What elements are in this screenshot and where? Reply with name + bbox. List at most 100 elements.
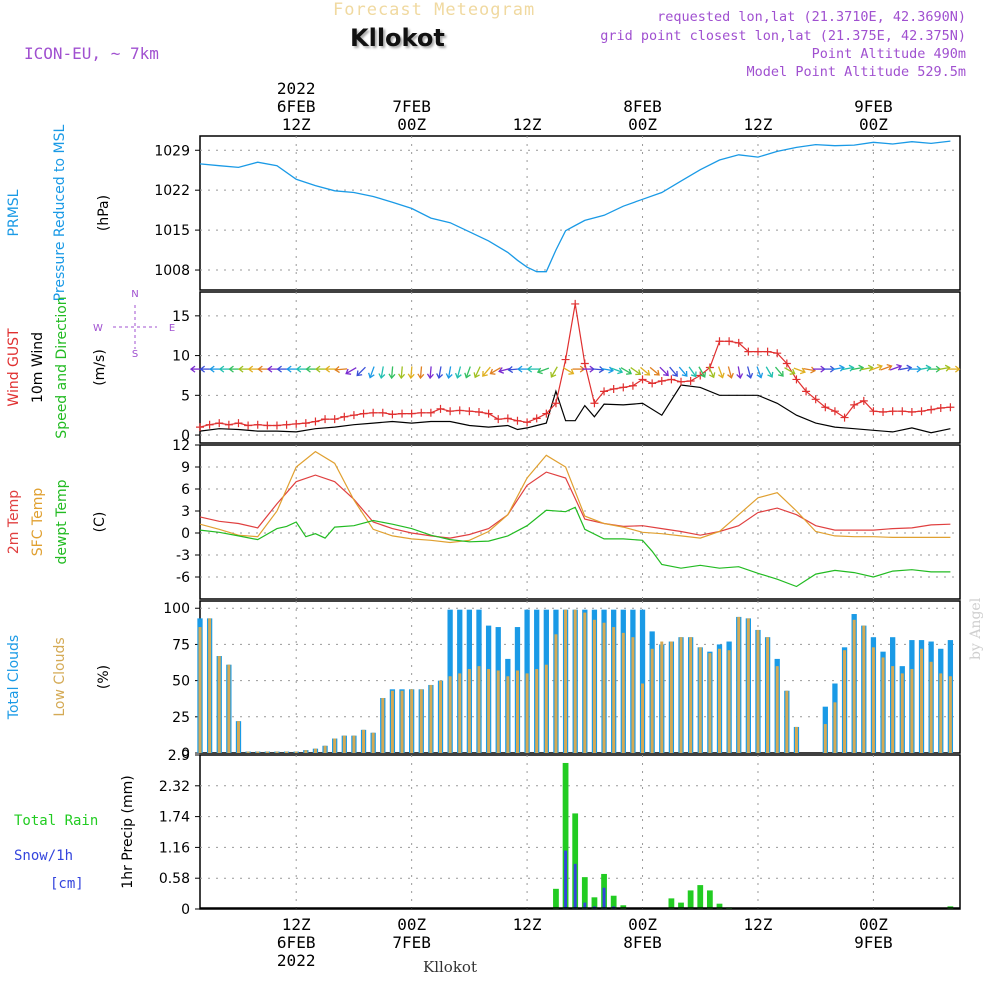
chart-title: Forecast Meteogram bbox=[333, 0, 536, 20]
precip-panel-frame bbox=[199, 754, 961, 910]
wind-arrow-head bbox=[839, 364, 845, 372]
wind-ytick-label: 10 bbox=[172, 349, 190, 365]
gust-marker bbox=[715, 337, 724, 346]
low-cloud-bar bbox=[583, 612, 587, 753]
wind-arrow bbox=[400, 366, 403, 379]
gust-marker bbox=[253, 420, 262, 429]
wind-arrow-head bbox=[238, 365, 244, 373]
gust-marker bbox=[196, 423, 204, 432]
gust-marker bbox=[542, 409, 551, 418]
low-cloud-bar bbox=[448, 676, 452, 753]
snow-bar bbox=[583, 902, 587, 909]
pressure-ytick-label: 1022 bbox=[154, 183, 190, 199]
top-time-label: 00Z bbox=[859, 115, 888, 134]
pressure-ytick-label: 1029 bbox=[154, 143, 190, 159]
gust-marker bbox=[667, 375, 676, 384]
gust-marker bbox=[821, 403, 830, 412]
wind-arrow-head bbox=[209, 365, 215, 373]
pressure-panel-frame bbox=[199, 135, 961, 291]
wind-arrow-head bbox=[654, 369, 660, 376]
wind-arrow bbox=[610, 367, 623, 373]
low-cloud-bar bbox=[746, 618, 750, 753]
wind-arrow bbox=[369, 366, 375, 378]
gust-marker bbox=[917, 407, 926, 416]
watermark: by Angel bbox=[968, 597, 984, 660]
wind-axis-label: Wind GUST bbox=[6, 328, 22, 407]
low-cloud-bar bbox=[573, 609, 577, 753]
gust-marker bbox=[898, 407, 907, 416]
wind-arrow-head bbox=[598, 366, 605, 374]
wind-arrow-head bbox=[789, 368, 796, 375]
gust-marker bbox=[763, 347, 772, 356]
low-cloud-bar bbox=[390, 690, 394, 753]
top-time-label: 00Z bbox=[397, 115, 426, 134]
wind-arrow-head bbox=[388, 373, 396, 380]
rain-bar bbox=[591, 897, 598, 909]
gust-marker bbox=[590, 399, 599, 408]
low-cloud-bar bbox=[939, 673, 943, 753]
compass-south: S bbox=[132, 349, 138, 360]
precip-unit-label: [cm] bbox=[50, 876, 84, 892]
gust-marker bbox=[340, 412, 349, 421]
gust-marker bbox=[648, 379, 657, 388]
wind-arrow-head bbox=[426, 373, 434, 380]
rain-bar bbox=[668, 898, 675, 909]
gust-marker bbox=[628, 381, 637, 390]
rain-bar bbox=[562, 762, 569, 909]
top-time-label: 12Z bbox=[513, 115, 542, 134]
clouds-axis-label: Low Clouds bbox=[52, 637, 68, 716]
bottom-time-label: 9FEB bbox=[854, 933, 893, 952]
wind-arrow bbox=[537, 367, 550, 373]
wind-arrow-head bbox=[635, 369, 642, 376]
wind-arrow-head bbox=[848, 364, 855, 372]
wind-arrow-head bbox=[276, 365, 282, 373]
rain-bar bbox=[687, 890, 694, 909]
low-cloud-bar bbox=[766, 637, 770, 753]
wind-arrow bbox=[889, 365, 902, 371]
gust-marker bbox=[301, 419, 310, 428]
wind-arrow-head bbox=[799, 367, 806, 375]
wind-arrow bbox=[851, 366, 864, 371]
wind-arrow bbox=[793, 367, 806, 373]
gust-marker bbox=[407, 409, 416, 418]
low-cloud-bar bbox=[535, 669, 539, 753]
precip-axis-label: 1hr Precip (mm) bbox=[120, 775, 136, 888]
gust-marker bbox=[513, 416, 522, 425]
bottom-time-label: 00Z bbox=[628, 915, 657, 934]
gust-marker bbox=[484, 409, 493, 418]
gust-marker bbox=[263, 421, 272, 430]
low-cloud-bar bbox=[429, 684, 433, 753]
wind-arrow-head bbox=[681, 370, 688, 377]
wind-arrow-head bbox=[295, 365, 302, 373]
temperature-ytick-label: -3 bbox=[176, 548, 190, 564]
low-cloud-bar bbox=[650, 648, 654, 753]
wind-arrow bbox=[678, 366, 688, 377]
wind-arrow-head bbox=[876, 363, 883, 371]
low-cloud-bar bbox=[660, 641, 664, 753]
gust-marker bbox=[292, 419, 301, 428]
rain-bar bbox=[716, 903, 723, 909]
bottom-time-label: 2022 bbox=[277, 951, 316, 970]
low-cloud-bar bbox=[862, 625, 866, 753]
temperature-ytick-label: 12 bbox=[172, 438, 190, 454]
wind-arrow bbox=[918, 366, 931, 371]
gust-marker bbox=[532, 414, 541, 423]
grid-point-coordinates: grid point closest lon,lat (21.375E, 42.… bbox=[600, 28, 966, 44]
low-cloud-bar bbox=[275, 751, 279, 753]
total-cloud-bar bbox=[639, 609, 646, 753]
gust-marker bbox=[244, 421, 253, 430]
footer-station-name: Kllokot bbox=[423, 958, 477, 976]
temperature-panel-frame bbox=[199, 444, 961, 600]
low-cloud-bar bbox=[515, 670, 519, 753]
pressure-ytick-label: 1008 bbox=[154, 263, 190, 279]
low-cloud-bar bbox=[910, 669, 914, 753]
rain-bar bbox=[678, 902, 684, 909]
wind-arrow-head bbox=[473, 372, 480, 379]
wind-arrow bbox=[708, 366, 715, 378]
wind-arrow-head bbox=[925, 364, 932, 372]
temperature-axis-label: 2m Temp bbox=[6, 490, 22, 554]
gust-marker bbox=[523, 418, 532, 427]
low-cloud-bar bbox=[554, 634, 558, 753]
temperature-ytick-label: 9 bbox=[181, 460, 190, 476]
